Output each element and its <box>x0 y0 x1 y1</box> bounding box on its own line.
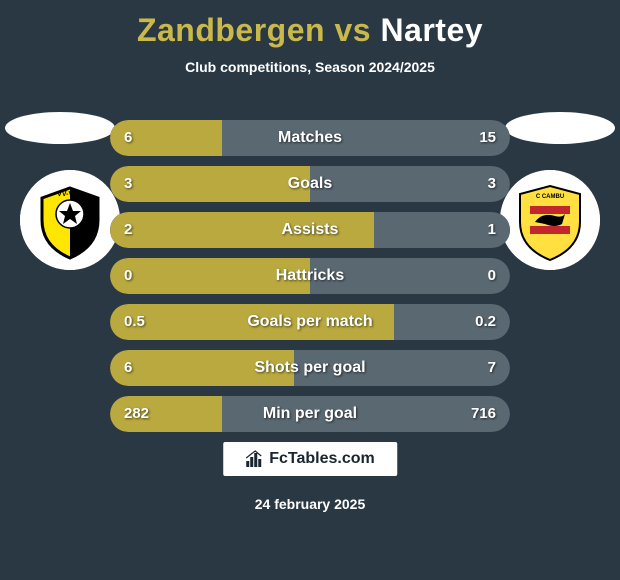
vs-text: vs <box>334 12 371 48</box>
cambuur-badge-icon: C CAMBU <box>500 170 600 270</box>
subtitle: Club competitions, Season 2024/2025 <box>0 59 620 75</box>
stat-label: Goals <box>110 166 510 202</box>
club-badge-right: C CAMBU <box>500 170 600 270</box>
comparison-title: Zandbergen vs Nartey <box>0 0 620 49</box>
stat-label: Matches <box>110 120 510 156</box>
vvv-badge-icon: VV-VEN <box>20 170 120 270</box>
brand-text: FcTables.com <box>269 450 375 468</box>
club-badge-left: VV-VEN <box>20 170 120 270</box>
ellipse-right <box>505 112 615 144</box>
svg-text:VV-VEN: VV-VEN <box>57 191 83 198</box>
stat-row: 21Assists <box>110 212 510 248</box>
stat-row: 33Goals <box>110 166 510 202</box>
ellipse-left <box>5 112 115 144</box>
chart-icon <box>245 450 263 468</box>
stat-row: 0.50.2Goals per match <box>110 304 510 340</box>
stat-row: 282716Min per goal <box>110 396 510 432</box>
stats-rows: 615Matches 33Goals 21Assists 00Hattricks 0.5… <box>110 120 510 442</box>
date: 24 february 2025 <box>0 496 620 512</box>
stat-row: 00Hattricks <box>110 258 510 294</box>
stat-row: 67Shots per goal <box>110 350 510 386</box>
player2-name: Nartey <box>380 12 483 48</box>
player1-name: Zandbergen <box>137 12 325 48</box>
stat-label: Hattricks <box>110 258 510 294</box>
stat-label: Shots per goal <box>110 350 510 386</box>
svg-text:C CAMBU: C CAMBU <box>536 194 564 200</box>
stat-label: Goals per match <box>110 304 510 340</box>
stat-row: 615Matches <box>110 120 510 156</box>
stat-label: Assists <box>110 212 510 248</box>
stat-label: Min per goal <box>110 396 510 432</box>
brand-box[interactable]: FcTables.com <box>223 442 397 476</box>
